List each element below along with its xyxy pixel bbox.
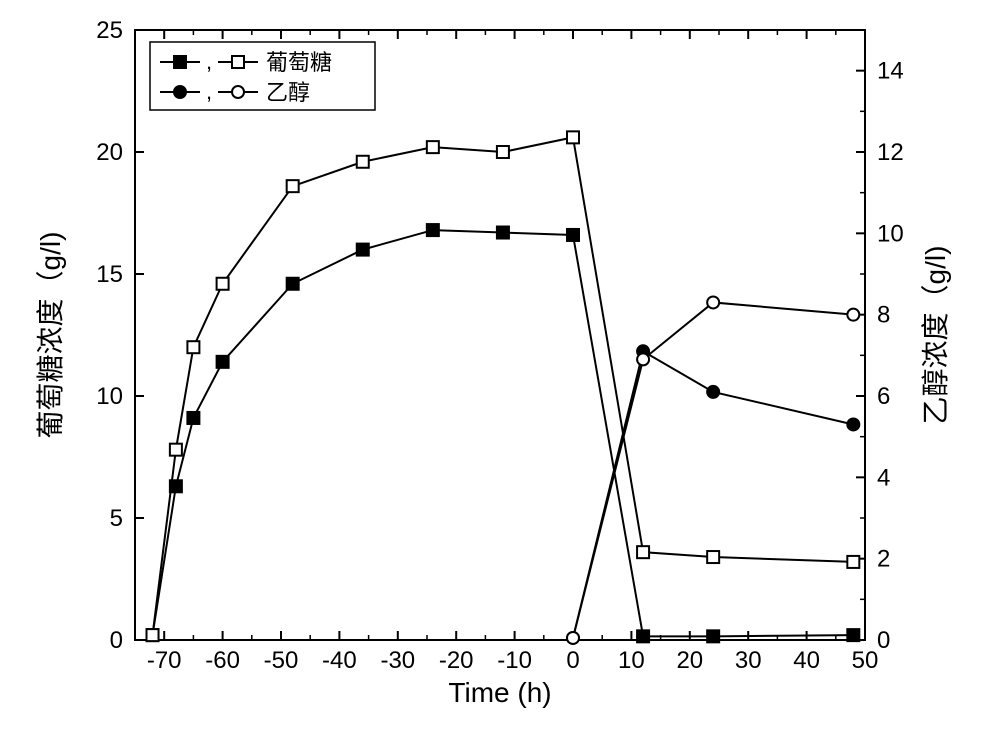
x-tick-label: -70 [147,647,182,674]
y-left-tick-label: 25 [96,17,123,44]
x-tick-label: 20 [676,647,703,674]
series-glucose-filled [147,224,860,642]
y-right-tick-label: 4 [877,464,890,491]
y-right-tick-label: 6 [877,383,890,410]
y-right-tick-label: 8 [877,302,890,329]
y-right-tick-label: 12 [877,139,904,166]
series-glucose-open [147,131,860,641]
svg-text:,: , [206,49,212,74]
dual-axis-line-chart: -70-60-50-40-30-20-1001020304050Time (h)… [0,0,1000,731]
y-left-tick-label: 10 [96,383,123,410]
x-tick-label: -60 [205,647,240,674]
y-right-tick-label: 14 [877,58,904,85]
y-left-tick-label: 0 [110,627,123,654]
x-tick-label: 50 [852,647,879,674]
y-right-axis-label: 乙醇浓度（g/l) [920,246,951,425]
x-tick-label: -20 [439,647,474,674]
y-left-axis-label: 葡萄糖浓度（g/l) [35,232,66,439]
svg-text:,: , [206,79,212,104]
x-tick-label: 10 [618,647,645,674]
x-tick-label: -50 [264,647,299,674]
y-left-tick-label: 20 [96,139,123,166]
legend-label: 葡萄糖 [266,50,332,75]
series-ethanol-open [567,296,859,644]
y-left-tick-label: 15 [96,261,123,288]
legend: , 葡萄糖, 乙醇 [150,42,375,110]
x-tick-label: 0 [566,647,579,674]
series-ethanol-filled [567,345,859,644]
y-right-tick-label: 2 [877,546,890,573]
x-tick-label: 30 [735,647,762,674]
y-left-tick-label: 5 [110,505,123,532]
x-axis-label: Time (h) [448,677,551,708]
y-right-tick-label: 0 [877,627,890,654]
y-right-tick-label: 10 [877,220,904,247]
x-tick-label: -40 [322,647,357,674]
legend-label: 乙醇 [266,80,310,105]
chart-container: -70-60-50-40-30-20-1001020304050Time (h)… [0,0,1000,731]
x-tick-label: -10 [497,647,532,674]
x-tick-label: -30 [380,647,415,674]
x-tick-label: 40 [793,647,820,674]
plot-frame [135,30,865,640]
